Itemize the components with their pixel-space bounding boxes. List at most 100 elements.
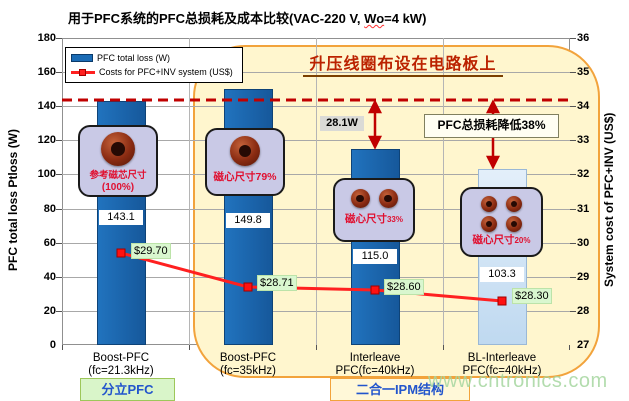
toroid-pair [335, 189, 413, 208]
toroid-inductor-icon [481, 196, 497, 212]
tick [56, 277, 62, 278]
tick [56, 243, 62, 244]
y2-axis-tick: 30 [577, 237, 590, 249]
tick [569, 345, 570, 350]
x-label-line1: Boost-PFC [92, 352, 150, 364]
y-axis-tick: 20 [43, 305, 56, 317]
tick [570, 38, 576, 39]
toroid-inductor-icon [506, 216, 522, 232]
region-heading: 升压线圈布设在电路板上 [303, 50, 503, 77]
y2-axis-tick: 35 [577, 66, 590, 78]
callout-text: 磁心尺寸79% [207, 171, 283, 183]
toroid-hole [485, 200, 493, 208]
toroid-inductor-icon [101, 132, 135, 166]
legend: PFC total loss (W) Costs for PFC+INV sys… [65, 47, 243, 83]
y-axis-tick: 180 [37, 32, 56, 44]
y-axis-tick: 60 [43, 237, 56, 249]
y2-axis-tick: 31 [577, 203, 590, 215]
toroid-inductor-icon [378, 189, 398, 208]
tick [570, 311, 576, 312]
y2-axis-tick: 34 [577, 100, 590, 112]
x-label-interleave: Interleave PFC(fc=40kHz) [315, 352, 435, 378]
callout-core-pct: 79% [255, 171, 277, 183]
bar-value-label: 149.8 [226, 213, 270, 228]
toroid-hole [356, 194, 364, 203]
y-axis-tick: 100 [37, 168, 56, 180]
bar-swatch-icon [71, 54, 93, 62]
tick [56, 106, 62, 107]
y-axis-tick: 80 [43, 203, 56, 215]
toroid-hole [111, 142, 125, 156]
tick [316, 345, 317, 350]
callout-text: 磁心尺寸20% [462, 234, 541, 246]
x-label-line2: PFC(fc=40kHz) [462, 365, 542, 377]
gridline-vertical [316, 38, 317, 345]
loss-reduction-label: PFC总损耗降低38% [424, 114, 559, 138]
toroid-quad-row [462, 216, 541, 232]
bar-value-label: 143.1 [99, 210, 143, 225]
y-axis-tick: 120 [37, 134, 56, 146]
gridline-vertical [189, 38, 190, 345]
tick [570, 277, 576, 278]
tick [570, 174, 576, 175]
y2-axis-tick: 32 [577, 168, 590, 180]
callout-core-20: 磁心尺寸20% [460, 187, 543, 257]
x-label-boost-21khz: Boost-PFC (fc=21.3kHz) [61, 352, 181, 378]
line-marker-icon [71, 68, 95, 76]
legend-label: Costs for PFC+INV system (US$) [99, 67, 233, 77]
bar-value-label: 103.3 [480, 267, 524, 282]
toroid-inductor-icon [230, 136, 260, 166]
callout-core-79: 磁心尺寸79% [205, 128, 285, 196]
gridline-vertical [443, 38, 444, 345]
x-label-line1: Boost-PFC [219, 352, 277, 364]
callout-text: 参考磁芯尺寸 [89, 170, 147, 181]
x-label-line1: Interleave [349, 352, 401, 364]
y2-axis-title: System cost of PFC+INV (US$) [602, 112, 616, 288]
toroid-inductor-icon [350, 189, 370, 208]
legend-item-bar: PFC total loss (W) [71, 51, 237, 65]
group-tag-ipm: 二合一IPM结构 [330, 378, 470, 401]
group-tag-discrete-pfc: 分立PFC [80, 378, 175, 401]
y2-axis-tick: 36 [577, 32, 590, 44]
chart-title-prefix: 用于PFC系统的PFC总损耗及成本比较(VAC-220 V, [68, 11, 365, 26]
cost-label: $29.70 [131, 243, 171, 259]
callout-core-pct: 33% [386, 215, 403, 224]
y-axis-tick: 40 [43, 271, 56, 283]
tick [570, 140, 576, 141]
y-axis-tick: 160 [37, 66, 56, 78]
callout-core-word: 磁心尺寸 [344, 213, 387, 225]
tick [189, 345, 190, 350]
tick [56, 38, 62, 39]
callout-core-100: 参考磁芯尺寸 (100%) [78, 125, 158, 197]
callout-core-pct: 20% [514, 236, 531, 245]
x-label-line2: (fc=35kHz) [220, 365, 276, 377]
watermark: www.cntronics.com [428, 370, 608, 392]
x-label-boost-35khz: Boost-PFC (fc=35kHz) [188, 352, 308, 378]
toroid-quad-row [462, 196, 541, 212]
toroid-hole [239, 145, 251, 157]
chart-title: 用于PFC系统的PFC总损耗及成本比较(VAC-220 V, Wo=4 kW) [68, 8, 426, 27]
y2-axis-tick: 28 [577, 305, 590, 317]
legend-item-line: Costs for PFC+INV system (US$) [71, 65, 237, 79]
tick [570, 243, 576, 244]
callout-text: (100%) [101, 181, 135, 193]
legend-label: PFC total loss (W) [97, 53, 171, 63]
y-axis-tick: 140 [37, 100, 56, 112]
callout-core-word: 磁心尺寸 [213, 171, 256, 183]
tick [56, 72, 62, 73]
toroid-hole [485, 220, 493, 228]
y2-axis-tick: 33 [577, 134, 590, 146]
toroid-hole [384, 194, 392, 203]
chart-title-suffix: =4 kW) [384, 11, 427, 26]
square-marker-icon [79, 68, 86, 76]
toroid-inductor-icon [481, 216, 497, 232]
y2-axis-tick: 27 [577, 339, 590, 351]
toroid-hole [510, 220, 518, 228]
delta-loss-label: 28.1W [320, 116, 364, 131]
callout-text: 磁心尺寸33% [335, 213, 413, 225]
cost-label: $28.30 [512, 288, 552, 304]
tick [56, 209, 62, 210]
callout-core-33: 磁心尺寸33% [333, 178, 415, 242]
tick [56, 140, 62, 141]
